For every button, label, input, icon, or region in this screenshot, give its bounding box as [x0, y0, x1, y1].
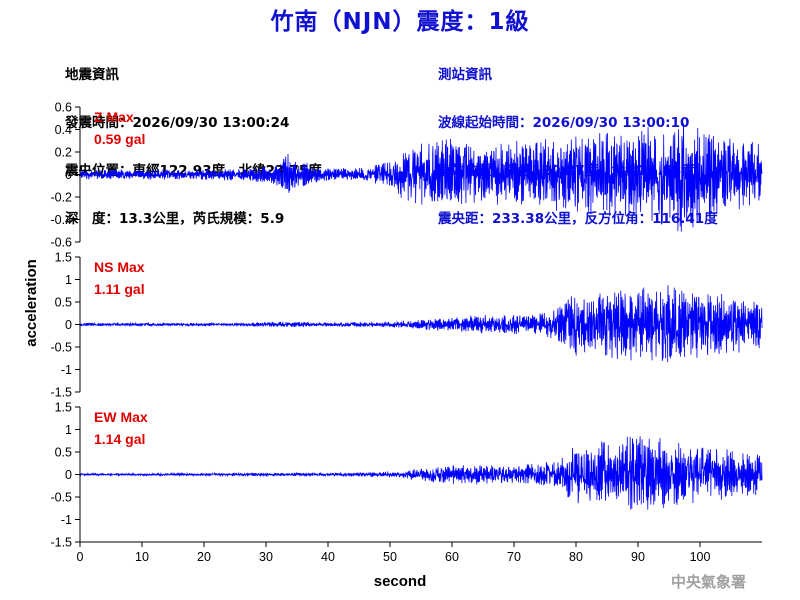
ew-y-tick-label: 1 [65, 423, 72, 437]
ns-y-tick-label: 1.5 [55, 251, 72, 265]
ns-y-tick-label: -0.5 [50, 341, 72, 355]
z-max-value: 0.59 gal [94, 131, 145, 147]
z-y-tick-label: -0.6 [50, 236, 72, 250]
x-tick-label: 30 [259, 550, 273, 564]
x-tick-label: 50 [383, 550, 397, 564]
event-time: 發震時間：2026/09/30 13:00:24 [65, 115, 290, 131]
x-tick-label: 80 [569, 550, 583, 564]
z-y-tick-label: 0 [65, 168, 72, 182]
z-waveform [79, 123, 763, 232]
x-tick-label: 10 [135, 550, 149, 564]
x-tick-label: 20 [197, 550, 211, 564]
z-y-tick-label: -0.2 [50, 191, 72, 205]
ew-max-label: EW Max [94, 409, 148, 425]
ew-y-tick-label: -1 [61, 513, 72, 527]
x-tick-label: 70 [507, 550, 521, 564]
y-axis-label: acceleration [23, 259, 40, 347]
ew-y-tick-label: 0.5 [55, 446, 72, 460]
event-info-header: 地震資訊 [65, 67, 119, 83]
ew-waveform [79, 436, 763, 510]
ew-y-tick-label: -1.5 [50, 536, 72, 550]
x-tick-label: 40 [321, 550, 335, 564]
x-axis-label: second [374, 573, 427, 590]
x-tick-label: 60 [445, 550, 459, 564]
event-depth: 深 度：13.3公里，芮氏規模：5.9 [65, 211, 285, 227]
station-distance: 震央距：233.38公里，反方位角：116.41度 [438, 211, 718, 227]
x-tick-label: 90 [631, 550, 645, 564]
ns-y-tick-label: 1 [65, 273, 72, 287]
watermark: 中央氣象署 [671, 573, 746, 591]
station-wave-start: 波線起始時間：2026/09/30 13:00:10 [438, 115, 690, 131]
z-max-label: Z Max [94, 109, 134, 125]
z-y-tick-label: 0.2 [55, 146, 72, 160]
ns-max-value: 1.11 gal [94, 281, 145, 297]
z-y-tick-label: 0.4 [55, 123, 72, 137]
ns-y-tick-label: 0 [65, 318, 72, 332]
ns-max-label: NS Max [94, 259, 145, 275]
station-info-header: 測站資訊 [438, 67, 492, 83]
event-info: 地震資訊 發震時間：2026/09/30 13:00:24 震央位置：東經122… [65, 35, 322, 243]
ew-y-tick-label: 0 [65, 468, 72, 482]
ns-y-tick-label: -1 [61, 363, 72, 377]
x-tick-label: 0 [77, 550, 84, 564]
ns-waveform [79, 285, 763, 363]
z-y-tick-label: -0.4 [50, 213, 72, 227]
ew-y-tick-label: 1.5 [55, 401, 72, 415]
ns-y-tick-label: -1.5 [50, 386, 72, 400]
x-tick-label: 100 [690, 550, 711, 564]
ns-y-tick-label: 0.5 [55, 296, 72, 310]
ew-y-tick-label: -0.5 [50, 491, 72, 505]
ew-max-value: 1.14 gal [94, 431, 145, 447]
page-title: 竹南（NJN）震度：1級 [270, 9, 530, 35]
z-y-tick-label: 0.6 [55, 101, 72, 115]
